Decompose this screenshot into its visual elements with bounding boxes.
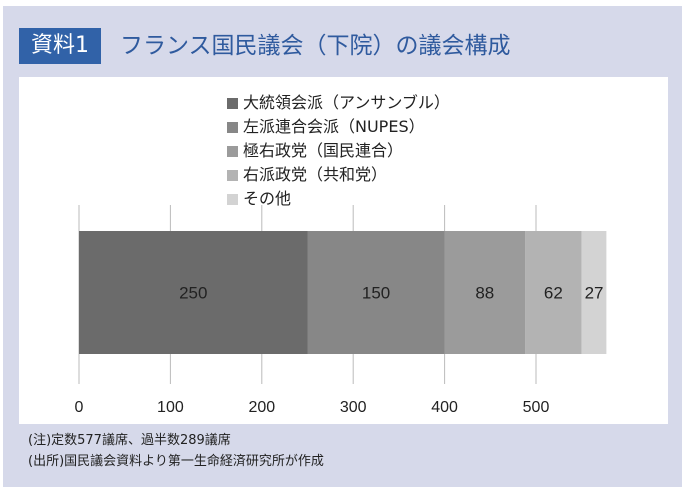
chart-svg: 0 100 200 300 400 500 250 150 88 62 27 — [75, 205, 607, 416]
note-definition: (注)定数577議席、過半数289議席 — [28, 433, 231, 448]
legend: 大統領会派（アンサンブル） 左派連合会派（NUPES） 極右政党（国民連合） 右派政党… — [227, 91, 450, 211]
x-tick-label: 200 — [248, 399, 275, 416]
legend-label: 左派連合会派（NUPES） — [243, 117, 425, 136]
data-label: 150 — [362, 284, 390, 303]
x-tick-label: 100 — [157, 399, 184, 416]
data-label: 250 — [179, 284, 207, 303]
legend-label: 右派政党（共和党） — [243, 165, 388, 184]
data-label: 62 — [544, 284, 563, 303]
legend-swatch — [227, 145, 238, 157]
legend-swatch — [227, 97, 238, 109]
plot-area: 0 100 200 300 400 500 250 150 88 62 27 大統領会派（アンサンブ… — [19, 77, 668, 424]
legend-item: 大統領会派（アンサンブル） — [227, 91, 450, 115]
x-tick-label: 400 — [431, 399, 458, 416]
x-tick-label: 500 — [523, 399, 550, 416]
data-label: 88 — [475, 284, 494, 303]
bar-segment — [307, 231, 445, 354]
legend-item: 極右政党（国民連合） — [227, 139, 450, 163]
chart-title: フランス国民議会（下院）の議会構成 — [120, 33, 511, 59]
legend-label: その他 — [243, 189, 292, 208]
figure-badge: 資料1 — [19, 28, 101, 64]
legend-swatch — [227, 169, 238, 181]
legend-swatch — [227, 121, 238, 133]
note-source: (出所)国民議会資料より第一生命経済研究所が作成 — [28, 454, 324, 469]
bar-segment — [79, 231, 308, 354]
legend-item: 左派連合会派（NUPES） — [227, 115, 450, 139]
legend-label: 極右政党（国民連合） — [243, 141, 404, 160]
x-tick-label: 0 — [75, 399, 84, 416]
legend-item: その他 — [227, 187, 450, 211]
notes: (注)定数577議席、過半数289議席 (出所)国民議会資料より第一生命経済研究… — [28, 430, 324, 472]
bar-segment — [581, 231, 607, 354]
legend-swatch — [227, 193, 238, 205]
legend-label: 大統領会派（アンサンブル） — [243, 93, 450, 112]
x-tick-label: 300 — [340, 399, 367, 416]
bar-segment — [444, 231, 526, 354]
data-label: 27 — [585, 284, 604, 303]
bar-segment — [525, 231, 582, 354]
legend-item: 右派政党（共和党） — [227, 163, 450, 187]
